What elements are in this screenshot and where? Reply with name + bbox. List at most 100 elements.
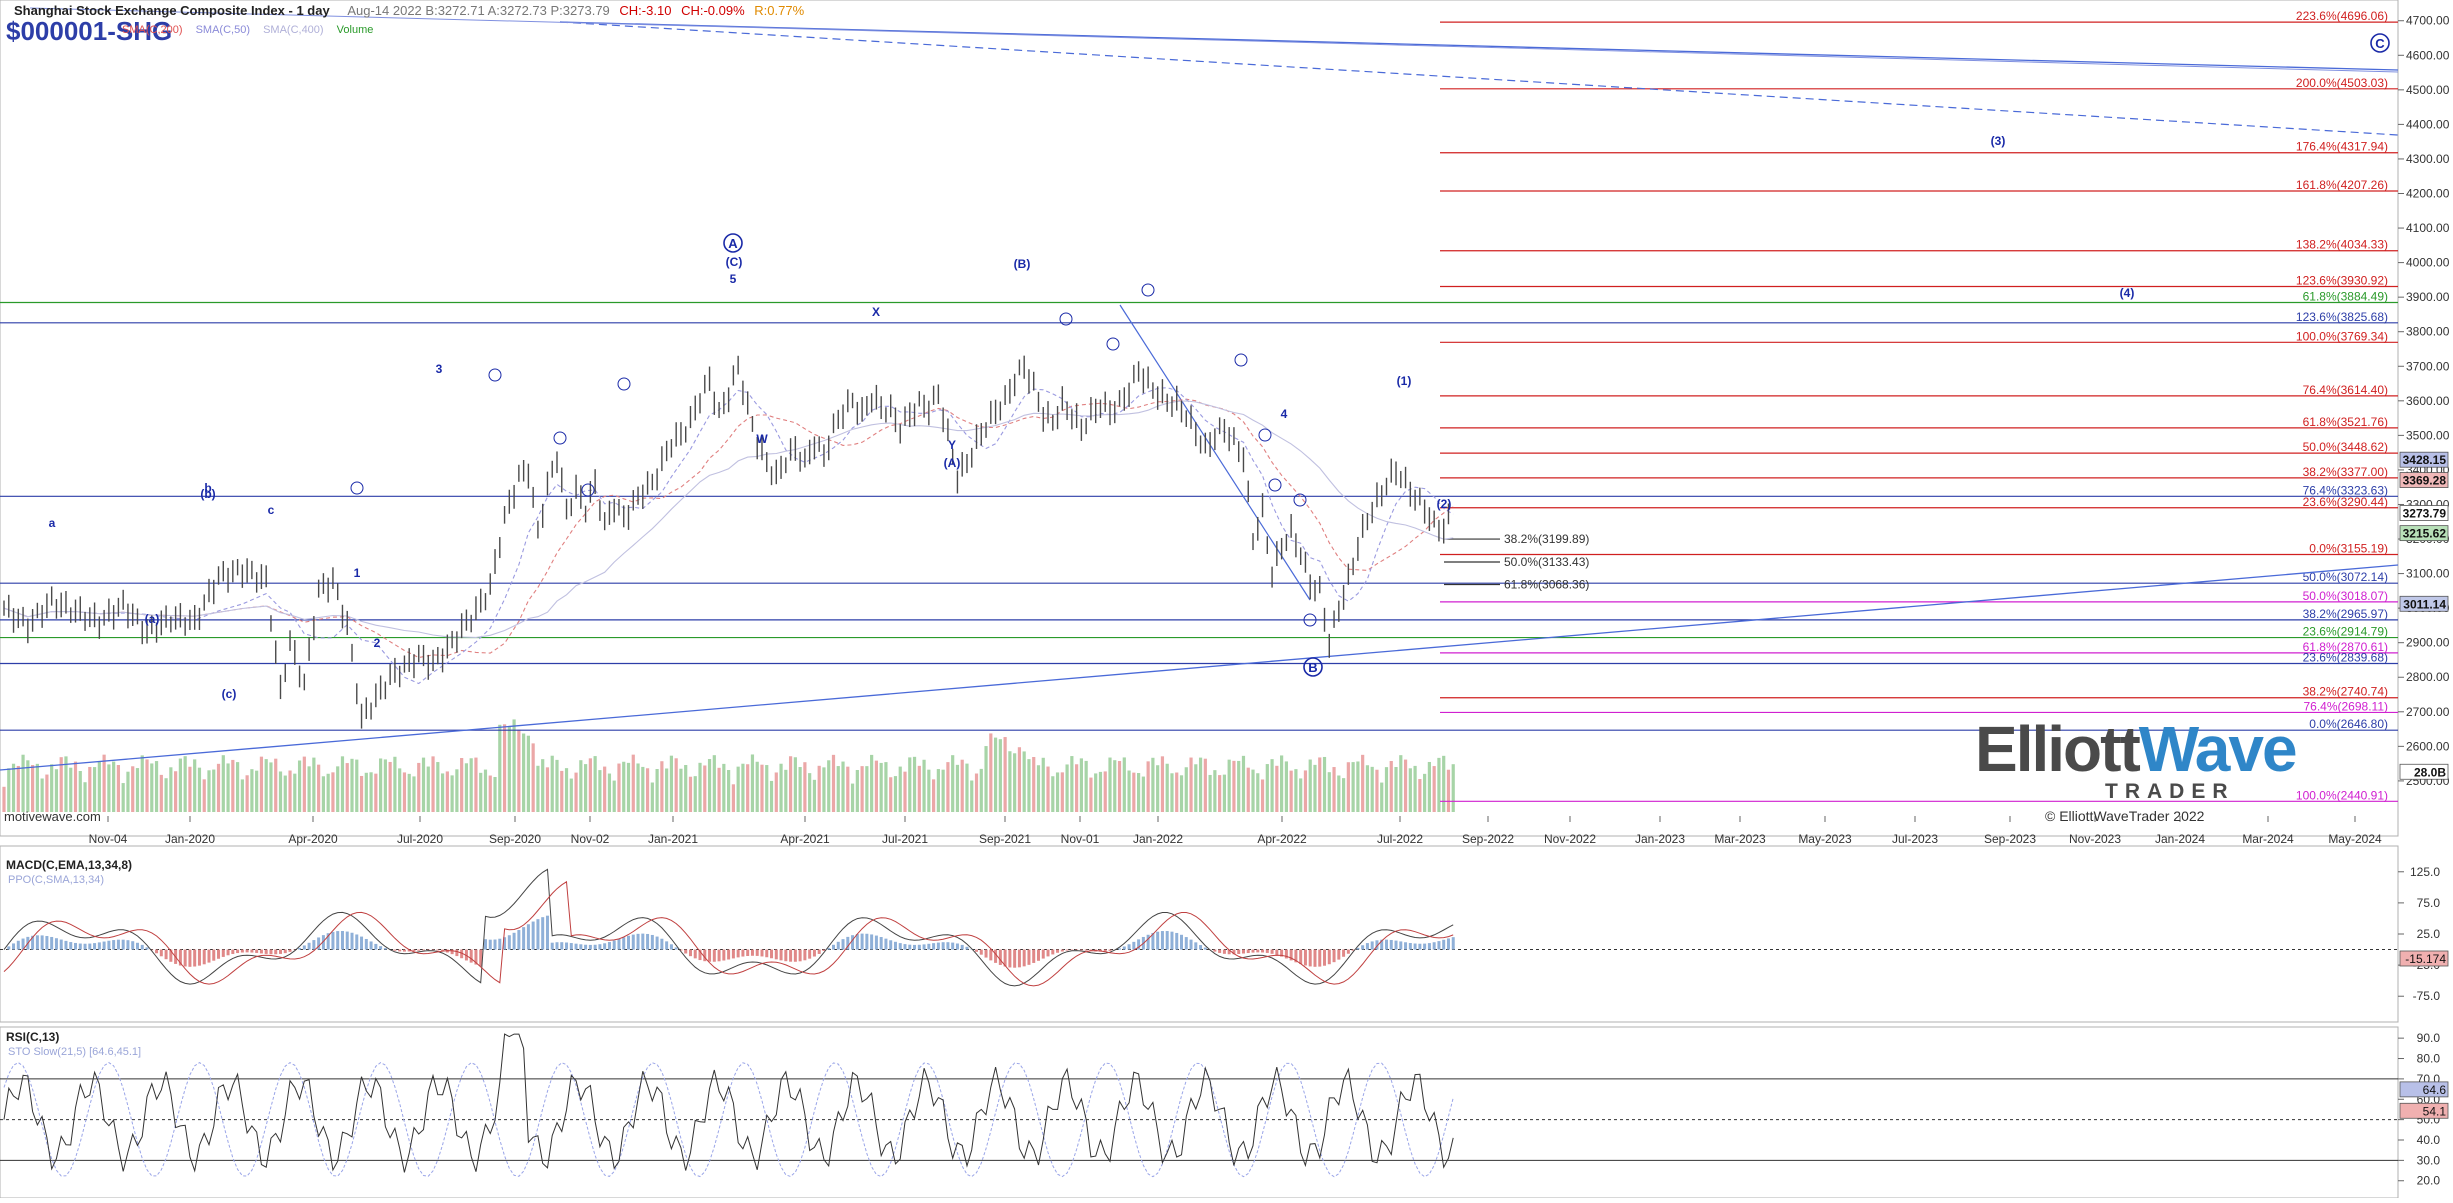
price-tick-label: 4100.00 — [2406, 221, 2450, 235]
volume-bar — [1056, 772, 1059, 812]
macd-histogram-bar — [79, 944, 82, 950]
volume-bar — [865, 766, 868, 812]
macd-histogram-bar — [670, 944, 673, 949]
macd-histogram-bar — [312, 940, 315, 949]
macd-histogram-bar — [956, 943, 959, 949]
macd-histogram-bar — [1008, 950, 1011, 968]
volume-bar — [922, 760, 925, 812]
legend-volume[interactable]: Volume — [337, 24, 374, 36]
macd-histogram-bar — [713, 950, 716, 962]
volume-bar — [1080, 758, 1083, 812]
macd-histogram-bar — [927, 944, 930, 950]
legend-sma-50[interactable]: SMA(C,50) — [196, 24, 250, 36]
volume-bar — [327, 774, 330, 812]
macd-histogram-bar — [165, 950, 168, 960]
volume-bar — [589, 758, 592, 812]
volume-bar — [813, 780, 816, 812]
fib-level-label: 23.6%(2839.68) — [2303, 651, 2388, 665]
fib-level-label: 0.0%(2646.80) — [2309, 717, 2388, 731]
fib-level-label: 61.8%(3521.76) — [2303, 415, 2388, 429]
volume-bar — [479, 773, 482, 812]
fib-level-label: 161.8%(4207.26) — [2296, 178, 2388, 192]
volume-bar — [765, 765, 768, 812]
volume-bar — [336, 766, 339, 812]
volume-bar — [298, 760, 301, 812]
macd-histogram-bar — [1128, 944, 1131, 949]
macd-histogram-bar — [555, 942, 558, 949]
volume-bar — [341, 756, 344, 812]
macd-histogram-bar — [1261, 950, 1264, 953]
volume-bar — [1161, 756, 1164, 812]
wave-label: (a) — [145, 612, 160, 626]
header-change: CH:-3.10 — [619, 3, 671, 18]
macd-histogram-bar — [1066, 950, 1069, 951]
volume-bar — [837, 766, 840, 812]
macd-histogram-bar — [1156, 932, 1159, 950]
volume-bar — [1061, 772, 1064, 812]
macd-histogram-bar — [665, 941, 668, 949]
volume-bar — [1242, 756, 1245, 812]
macd-histogram-bar — [1256, 950, 1259, 953]
macd-histogram-bar — [131, 941, 134, 949]
volume-bar — [379, 758, 382, 812]
time-tick-label: Jan-2021 — [648, 832, 698, 846]
legend-sma-200[interactable]: SMA(C,200) — [122, 24, 183, 36]
volume-bar — [493, 777, 496, 812]
macd-histogram-bar — [1428, 943, 1431, 949]
volume-bar — [403, 772, 406, 812]
volume-bar — [818, 766, 821, 812]
volume-bar — [560, 771, 563, 812]
volume-bar — [927, 770, 930, 812]
legend-sma-400[interactable]: SMA(C,400) — [263, 24, 324, 36]
volume-bar — [1313, 765, 1316, 812]
macd-histogram-bar — [1199, 945, 1202, 950]
volume-bar — [179, 759, 182, 812]
macd-histogram-bar — [675, 947, 678, 949]
macd-histogram-bar — [155, 950, 158, 954]
volume-bar — [1132, 773, 1135, 812]
rsi-subtitle: STO Slow(21,5) [64.6,45.1] — [8, 1046, 141, 1058]
macd-histogram-bar — [1180, 935, 1183, 950]
header-ask: A:3272.73 — [488, 3, 547, 18]
macd-histogram-bar — [336, 931, 339, 949]
macd-histogram-bar — [1170, 932, 1173, 950]
volume-bar — [584, 764, 587, 812]
volume-bar — [1104, 771, 1107, 812]
macd-histogram-bar — [1404, 942, 1407, 949]
volume-bar — [112, 762, 115, 812]
time-tick-label: Mar-2023 — [1714, 832, 1766, 846]
volume-bar — [460, 758, 463, 812]
volume-bar — [451, 775, 454, 812]
macd-histogram-bar — [932, 943, 935, 949]
time-tick-label: Jan-2024 — [2155, 832, 2205, 846]
macd-histogram-bar — [608, 942, 611, 950]
wave-label: X — [872, 305, 880, 319]
macd-histogram-bar — [551, 943, 554, 950]
macd-histogram-bar — [946, 942, 949, 949]
volume-bar — [279, 771, 282, 812]
macd-histogram-bar — [112, 940, 115, 949]
volume-bar — [1070, 756, 1073, 812]
volume-bar — [713, 755, 716, 812]
time-tick-label: Nov-01 — [1061, 832, 1100, 846]
rsi-tick-label: 80.0 — [2417, 1052, 2441, 1066]
macd-histogram-bar — [1223, 950, 1226, 954]
macd-histogram-bar — [1242, 950, 1245, 954]
volume-bar — [1032, 757, 1035, 812]
volume-bar — [794, 757, 797, 812]
macd-histogram-bar — [227, 950, 230, 956]
volume-bar — [1027, 759, 1030, 812]
volume-bar — [984, 746, 987, 812]
volume-bar — [360, 776, 363, 812]
macd-histogram-bar — [803, 950, 806, 961]
macd-histogram-bar — [613, 941, 616, 950]
fib-level-label: 100.0%(3769.34) — [2296, 329, 2388, 343]
macd-histogram-bar — [1337, 950, 1340, 960]
macd-histogram-bar — [308, 943, 311, 950]
macd-histogram-bar — [1161, 931, 1164, 950]
wave-label: (b) — [200, 487, 215, 501]
macd-histogram-bar — [980, 950, 983, 955]
volume-bar — [1294, 769, 1297, 812]
time-tick-label: Sep-2021 — [979, 832, 1031, 846]
